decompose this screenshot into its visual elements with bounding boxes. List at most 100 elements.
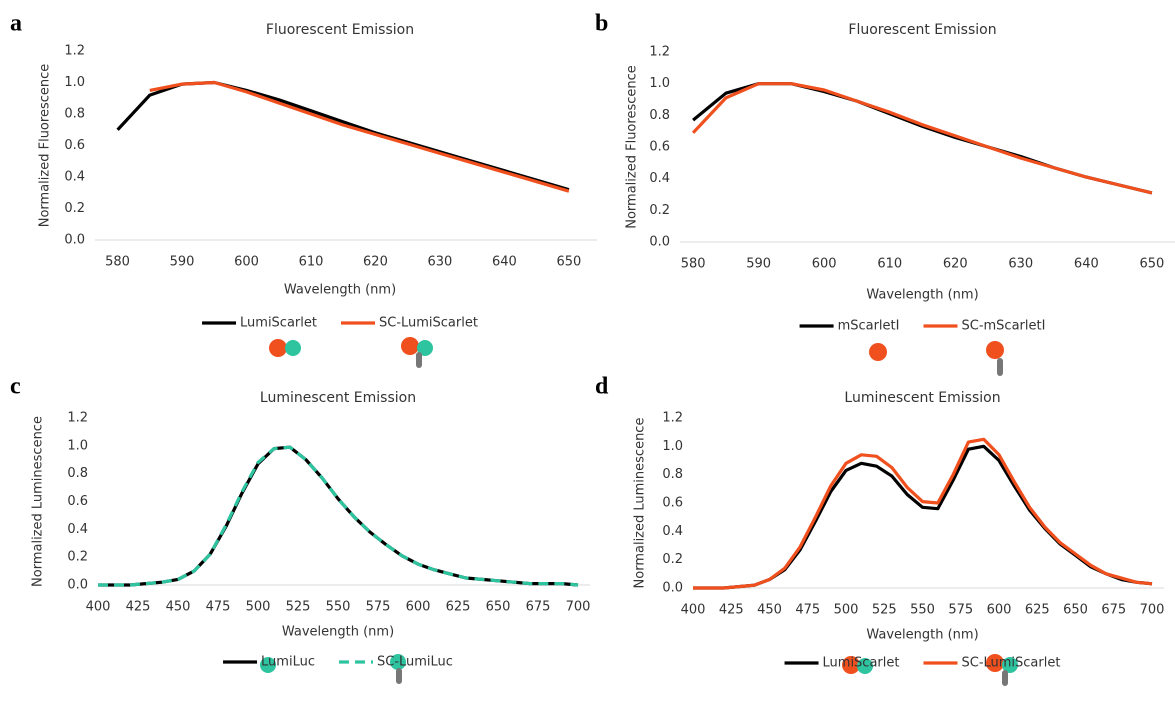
y-tick-label: 0.8	[662, 467, 683, 482]
panel-label: c	[10, 374, 21, 400]
y-tick-label: 1.2	[67, 411, 88, 426]
legend-label: SC-LumiScarlet	[379, 316, 478, 331]
legend-label: SC-LumiLuc	[377, 655, 453, 670]
legend-label: SC-mScarletI	[961, 319, 1045, 334]
series-line	[98, 445, 579, 587]
panel-label: b	[595, 11, 608, 37]
y-axis-title: Normalized Luminescence	[31, 416, 46, 587]
series-line	[98, 445, 579, 587]
x-tick-label: 450	[166, 600, 191, 615]
y-tick-label: 1.2	[662, 411, 683, 426]
x-axis-title: Wavelength (nm)	[282, 625, 394, 640]
y-tick-label: 0.2	[67, 550, 88, 565]
y-tick-label: 1.0	[649, 76, 670, 91]
x-tick-label: 625	[1025, 603, 1050, 618]
x-tick-label: 425	[126, 600, 151, 615]
y-tick-label: 0.8	[64, 107, 85, 122]
series-line	[691, 82, 1153, 195]
y-tick-label: 0.4	[64, 170, 85, 185]
series-line	[693, 437, 1153, 590]
x-tick-label: 620	[943, 257, 968, 272]
x-tick-label: 640	[1074, 257, 1099, 272]
y-tick-label: 0.4	[649, 171, 670, 186]
y-tick-label: 1.0	[67, 438, 88, 453]
x-tick-label: 700	[566, 600, 591, 615]
x-tick-label: 425	[719, 603, 744, 618]
legend-label: LumiScarlet	[240, 316, 317, 331]
x-axis-title: Wavelength (nm)	[284, 283, 396, 298]
x-tick-label: 650	[1139, 257, 1164, 272]
x-tick-label: 675	[526, 600, 551, 615]
x-tick-label: 620	[363, 255, 388, 270]
legend-label: LumiScarlet	[823, 656, 900, 671]
y-tick-label: 0.4	[662, 524, 683, 539]
x-tick-label: 610	[877, 257, 902, 272]
y-tick-label: 0.6	[662, 496, 683, 511]
x-tick-label: 640	[492, 255, 517, 270]
x-tick-label: 400	[681, 603, 706, 618]
series-line	[116, 80, 570, 192]
series-line	[149, 80, 570, 193]
x-tick-label: 400	[86, 600, 111, 615]
x-tick-label: 580	[105, 255, 130, 270]
x-tick-label: 525	[872, 603, 897, 618]
x-tick-label: 450	[757, 603, 782, 618]
y-axis-title: Normalized Fluorescence	[38, 64, 53, 228]
x-tick-label: 600	[812, 257, 837, 272]
y-tick-label: 0.8	[67, 466, 88, 481]
x-tick-label: 610	[299, 255, 324, 270]
chart-title: Luminescent Emission	[844, 390, 1000, 406]
x-tick-label: 500	[834, 603, 859, 618]
x-tick-label: 590	[746, 257, 771, 272]
x-tick-label: 675	[1101, 603, 1126, 618]
x-tick-label: 575	[366, 600, 391, 615]
chart-title: Fluorescent Emission	[848, 22, 996, 38]
x-tick-label: 600	[406, 600, 431, 615]
legend-label: LumiLuc	[261, 655, 315, 670]
x-tick-label: 500	[246, 600, 271, 615]
x-tick-label: 700	[1140, 603, 1165, 618]
x-tick-label: 590	[170, 255, 195, 270]
x-tick-label: 600	[234, 255, 259, 270]
x-tick-label: 600	[987, 603, 1012, 618]
x-tick-label: 650	[1063, 603, 1088, 618]
y-tick-label: 0.6	[67, 494, 88, 509]
x-tick-label: 475	[206, 600, 231, 615]
y-tick-label: 0.8	[649, 108, 670, 123]
x-axis-title: Wavelength (nm)	[866, 288, 978, 303]
y-tick-label: 0.4	[67, 522, 88, 537]
y-tick-label: 1.0	[64, 75, 85, 90]
chart-title: Fluorescent Emission	[266, 22, 414, 38]
x-tick-label: 625	[446, 600, 471, 615]
y-tick-label: 1.2	[649, 45, 670, 60]
y-tick-label: 0.0	[662, 581, 683, 596]
x-tick-label: 630	[428, 255, 453, 270]
x-tick-label: 575	[948, 603, 973, 618]
y-tick-label: 0.2	[64, 201, 85, 216]
x-tick-label: 525	[286, 600, 311, 615]
y-tick-label: 0.2	[662, 552, 683, 567]
legend-label: SC-LumiScarlet	[961, 656, 1060, 671]
y-axis-title: Normalized Luminescence	[633, 418, 648, 589]
legend-label: mScarletI	[838, 319, 900, 334]
y-tick-label: 1.0	[662, 439, 683, 454]
y-tick-label: 1.2	[64, 44, 85, 59]
x-tick-label: 630	[1008, 257, 1033, 272]
panel-label: a	[10, 11, 22, 37]
x-tick-label: 475	[795, 603, 820, 618]
y-tick-label: 0.6	[64, 138, 85, 153]
x-axis-title: Wavelength (nm)	[866, 628, 978, 643]
x-tick-label: 650	[556, 255, 581, 270]
x-tick-label: 650	[486, 600, 511, 615]
y-tick-label: 0.0	[64, 233, 85, 248]
protein-icon	[260, 337, 1018, 686]
chart-title: Luminescent Emission	[260, 390, 416, 406]
x-tick-label: 550	[910, 603, 935, 618]
y-tick-label: 0.0	[67, 578, 88, 593]
y-tick-label: 0.6	[649, 140, 670, 155]
panel-label: d	[595, 374, 609, 400]
y-axis-title: Normalized Fluorescence	[625, 65, 640, 229]
y-tick-label: 0.2	[649, 203, 670, 218]
